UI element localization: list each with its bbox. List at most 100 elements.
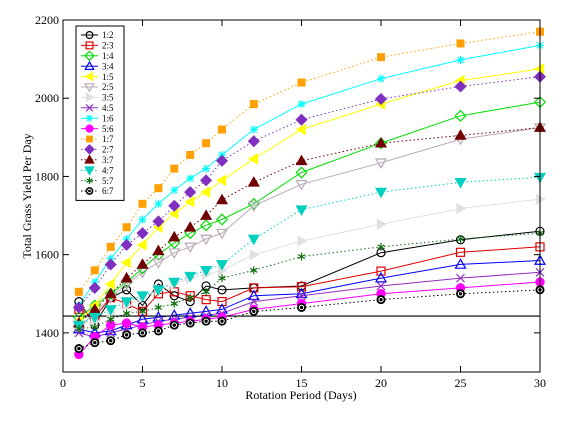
data-point — [454, 258, 467, 269]
series-marker-group — [74, 285, 545, 354]
data-point — [202, 139, 211, 148]
series-line — [78, 127, 541, 324]
data-point — [295, 205, 308, 216]
data-point — [84, 71, 94, 82]
data-point — [104, 287, 117, 300]
data-point — [535, 193, 546, 205]
data-point — [374, 158, 388, 169]
data-point — [455, 247, 466, 257]
data-point — [169, 320, 179, 330]
data-point — [122, 309, 131, 318]
x-tick-label: 10 — [216, 376, 228, 390]
legend-entry: 3:7 — [81, 154, 114, 165]
y-tick-label: 1600 — [35, 248, 59, 262]
legend-entry: 4:5 — [81, 103, 114, 113]
data-point — [90, 338, 100, 348]
data-point — [249, 297, 259, 307]
x-tick-label: 30 — [534, 376, 546, 390]
data-point — [184, 196, 195, 208]
y-tick-label: 2200 — [35, 13, 59, 27]
legend-entry: 5:6 — [81, 124, 114, 134]
data-point — [456, 202, 467, 215]
data-point — [377, 242, 385, 251]
data-point — [376, 295, 386, 305]
data-point — [456, 235, 465, 244]
data-point — [170, 164, 179, 173]
data-point — [86, 135, 93, 143]
data-point — [120, 271, 133, 283]
data-point — [200, 265, 213, 277]
data-point — [247, 289, 260, 301]
data-point — [249, 306, 259, 316]
y-tick-label: 2000 — [35, 91, 59, 105]
series-marker-group — [74, 41, 544, 310]
data-point — [454, 80, 467, 93]
data-point — [218, 274, 226, 283]
data-point — [186, 150, 195, 159]
series-marker-group — [74, 27, 544, 296]
data-point — [138, 307, 147, 316]
data-point — [138, 328, 147, 338]
data-point — [136, 239, 147, 251]
legend-entry: 1:2 — [81, 30, 114, 40]
legend-label: 1:4 — [102, 51, 114, 61]
data-point — [184, 242, 197, 254]
data-point — [106, 315, 115, 324]
series-line — [78, 127, 541, 328]
legend-entry: 6:7 — [81, 186, 114, 196]
legend-entry: 2:7 — [81, 144, 114, 155]
data-point — [454, 129, 467, 140]
data-point — [168, 248, 181, 259]
data-point — [377, 53, 385, 62]
data-point — [85, 187, 94, 195]
data-point — [84, 144, 95, 155]
data-point — [186, 174, 195, 183]
data-point — [184, 271, 197, 283]
series-line — [78, 230, 541, 327]
data-point — [84, 50, 95, 62]
data-point — [75, 324, 83, 333]
data-point — [249, 248, 260, 261]
data-point — [456, 289, 465, 299]
data-point — [86, 114, 93, 122]
data-point — [152, 244, 165, 256]
series-line — [78, 31, 541, 293]
data-point — [104, 278, 115, 290]
data-point — [152, 285, 165, 297]
data-point — [217, 316, 227, 326]
data-point — [106, 242, 115, 251]
data-point — [247, 234, 260, 246]
data-point — [200, 234, 213, 246]
data-point — [104, 258, 117, 271]
data-point — [456, 39, 465, 48]
data-point — [295, 166, 308, 179]
data-point — [168, 230, 181, 242]
series-line — [78, 44, 541, 306]
data-point — [136, 227, 149, 240]
data-point — [250, 266, 258, 275]
data-point — [186, 293, 194, 302]
data-point — [374, 137, 388, 150]
data-point — [297, 291, 306, 301]
x-tick-label: 20 — [375, 376, 387, 390]
data-point — [374, 136, 388, 148]
data-point — [297, 78, 306, 87]
series-line — [78, 246, 541, 318]
data-point — [247, 201, 260, 212]
data-point — [202, 164, 211, 173]
series-marker-group — [72, 96, 547, 324]
series-line — [78, 101, 541, 318]
legend-label: 6:7 — [102, 186, 114, 196]
data-point — [170, 299, 179, 308]
data-point — [84, 60, 95, 70]
series-line — [78, 68, 541, 322]
data-point — [72, 301, 85, 314]
x-tick-label: 15 — [296, 376, 308, 390]
legend-entry: 1:6 — [81, 113, 114, 123]
data-point — [376, 266, 386, 276]
data-point — [120, 256, 131, 269]
data-point — [154, 199, 163, 208]
legend-entry: 1:4 — [81, 50, 114, 62]
